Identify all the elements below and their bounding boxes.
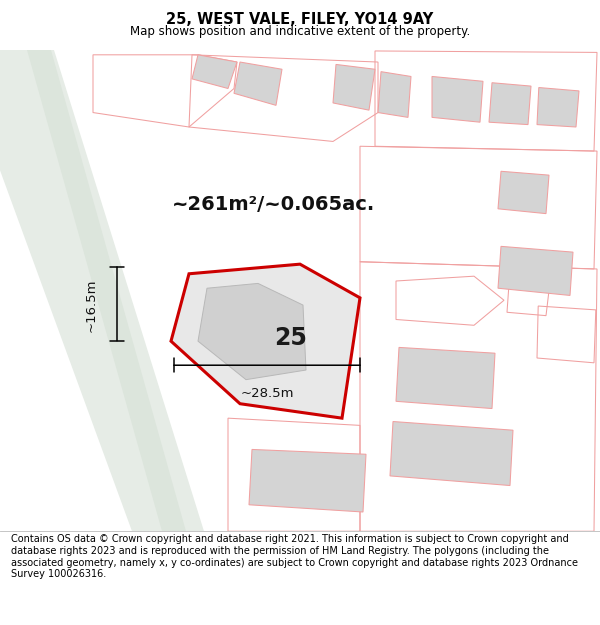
Text: ~16.5m: ~16.5m xyxy=(85,278,98,332)
Polygon shape xyxy=(537,88,579,127)
Text: 25: 25 xyxy=(275,326,307,350)
Polygon shape xyxy=(192,55,237,89)
Polygon shape xyxy=(333,64,375,110)
Polygon shape xyxy=(378,72,411,118)
Polygon shape xyxy=(198,283,306,379)
Polygon shape xyxy=(171,264,360,418)
Text: Contains OS data © Crown copyright and database right 2021. This information is : Contains OS data © Crown copyright and d… xyxy=(11,534,578,579)
Text: 25, WEST VALE, FILEY, YO14 9AY: 25, WEST VALE, FILEY, YO14 9AY xyxy=(166,12,434,28)
Polygon shape xyxy=(0,50,204,531)
Polygon shape xyxy=(390,421,513,486)
Text: ~261m²/~0.065ac.: ~261m²/~0.065ac. xyxy=(172,194,374,214)
Polygon shape xyxy=(432,76,483,122)
Polygon shape xyxy=(249,449,366,512)
Polygon shape xyxy=(489,82,531,124)
Polygon shape xyxy=(498,246,573,296)
Text: ~28.5m: ~28.5m xyxy=(240,387,294,400)
Polygon shape xyxy=(234,62,282,106)
Polygon shape xyxy=(396,348,495,409)
Polygon shape xyxy=(498,171,549,214)
Polygon shape xyxy=(27,50,186,531)
Text: Map shows position and indicative extent of the property.: Map shows position and indicative extent… xyxy=(130,24,470,38)
